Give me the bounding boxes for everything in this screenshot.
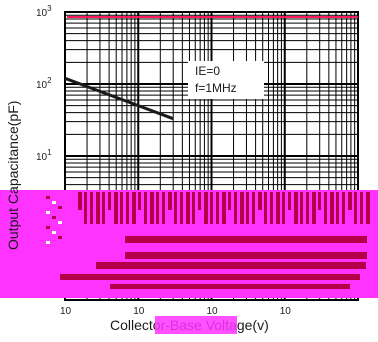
overlay-bar [60, 274, 360, 280]
overlay-stripe [270, 192, 273, 224]
overlay-stripe [90, 192, 93, 224]
overlay-noise [58, 236, 62, 239]
image-corruption-overlay [0, 190, 378, 298]
overlay-stripe [120, 192, 123, 224]
overlay-stripe [330, 192, 334, 224]
overlay-bar [125, 252, 367, 259]
overlay-left-block [0, 200, 20, 240]
overlay-stripe [246, 192, 249, 224]
overlay-noise [46, 226, 50, 229]
overlay-stripe [168, 192, 172, 210]
annotation-ie: IE=0 [195, 64, 220, 78]
overlay-stripe [342, 192, 345, 224]
overlay-stripe [192, 192, 195, 224]
overlay-stripe [282, 192, 285, 224]
overlay-stripe [114, 192, 118, 224]
overlay-stripe [348, 192, 352, 210]
overlay-stripe [96, 192, 100, 224]
overlay-stripe [324, 192, 327, 224]
overlay-stripe [360, 192, 363, 224]
y-tick-exponent: 1 [47, 148, 52, 157]
overlay-stripe [354, 192, 357, 224]
y-tick-label: 102 [36, 76, 52, 91]
capacitance-curve [64, 76, 174, 121]
overlay-stripe [102, 192, 105, 224]
overlay-stripe [336, 192, 339, 224]
overlay-stripe [228, 192, 231, 210]
x-tick-label: 10 [280, 306, 292, 317]
overlay-bar [110, 284, 350, 289]
overlay-stripe [222, 192, 226, 224]
y-tick-exponent: 3 [47, 4, 52, 13]
overlay-stripe [78, 192, 82, 210]
y-tick-label: 103 [36, 4, 52, 19]
overlay-stripe [144, 192, 147, 224]
overlay-stripe [126, 192, 129, 224]
overlay-stripe [264, 192, 267, 224]
overlay-stripe [108, 192, 111, 210]
series-group [64, 76, 174, 121]
annotation-box [188, 61, 264, 99]
overlay-stripe [366, 192, 370, 224]
x-tick-label: 10 [207, 306, 219, 317]
overlay-stripe [198, 192, 201, 210]
overlay-stripe [288, 192, 291, 210]
y-axis-label: Output Capacitance(pF) [5, 101, 21, 250]
overlay-stripe [312, 192, 316, 224]
overlay-stripe [156, 192, 159, 224]
overlay-stripe [300, 192, 303, 224]
overlay-stripe [174, 192, 177, 224]
overlay-noise [52, 231, 56, 234]
annotation-freq: f=1MHz [195, 81, 237, 95]
overlay-stripe [210, 192, 213, 224]
overlay-stripe [84, 192, 87, 224]
overlay-noise [52, 216, 56, 219]
overlay-stripe [186, 192, 190, 224]
overlay-noise [58, 221, 62, 224]
overlay-noise [46, 196, 50, 199]
overlay-bar [96, 262, 366, 269]
y-tick-label: 101 [36, 148, 52, 163]
overlay-noise [52, 201, 56, 204]
overlay-stripe [276, 192, 280, 224]
overlay-stripe [204, 192, 208, 224]
overlay-stripe [180, 192, 183, 224]
overlay-stripe [150, 192, 154, 224]
overlay-stripe [252, 192, 255, 224]
overlay-stripe [138, 192, 141, 210]
overlay-stripe [294, 192, 298, 224]
x-tick-label: 10 [60, 306, 72, 317]
overlay-stripe [258, 192, 262, 210]
overlay-stripe [132, 192, 136, 224]
plot-frame [64, 11, 359, 301]
y-tick-exponent: 2 [47, 76, 52, 85]
x-tick-label: 10 [133, 306, 145, 317]
overlay-stripe [234, 192, 237, 224]
overlay-noise [58, 206, 62, 209]
overlay-bar [125, 236, 367, 243]
overlay-noise [46, 211, 50, 214]
overlay-stripe [240, 192, 244, 224]
overlay-stripe [216, 192, 219, 224]
overlay-noise [46, 241, 50, 244]
overlay-stripe [306, 192, 309, 224]
overlay-stripe [162, 192, 165, 224]
x-label-artifact [155, 316, 237, 334]
overlay-stripe [318, 192, 321, 210]
